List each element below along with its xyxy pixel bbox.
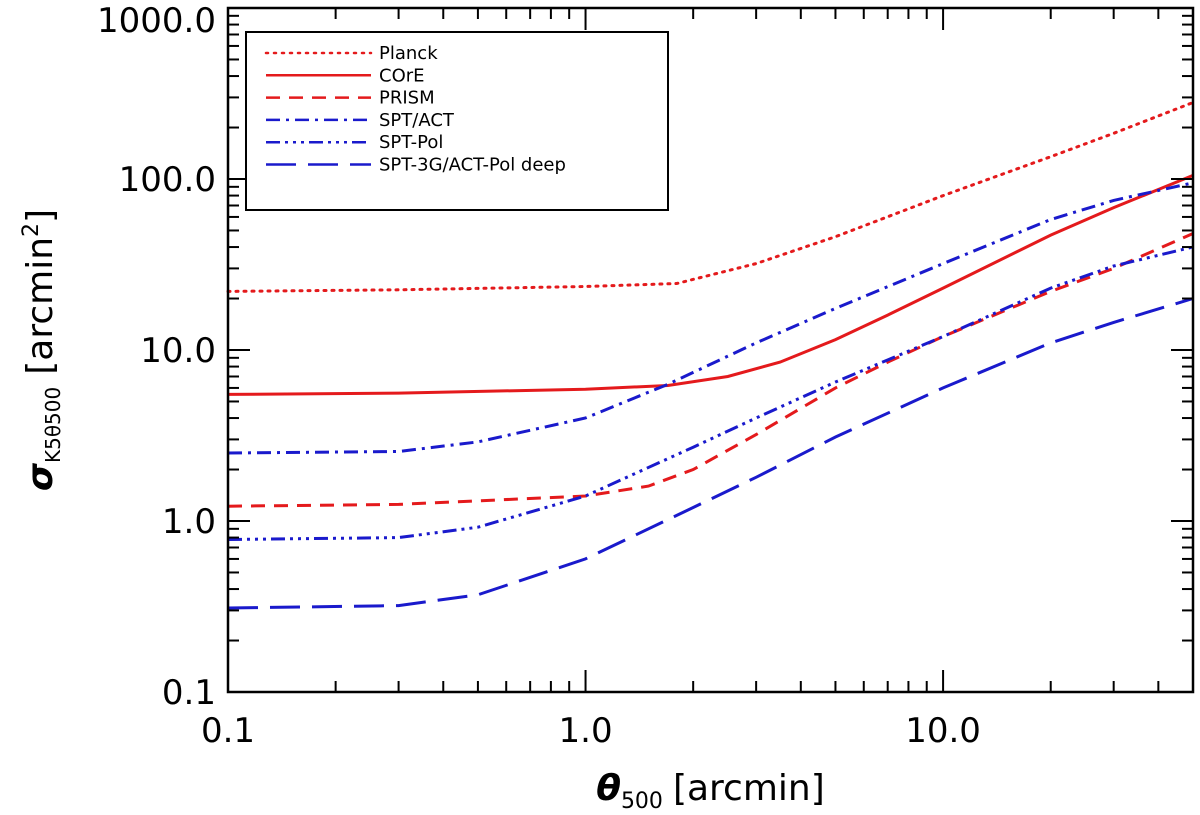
legend-box [245, 31, 669, 211]
x-axis-label: θ500 [arcmin] [596, 768, 825, 814]
legend-label-spt-pol: SPT-Pol [379, 132, 443, 153]
series-line-planck [226, 101, 1195, 293]
legend-label-spt-3g-act-pol-deep: SPT-3G/ACT-Pol deep [379, 155, 566, 176]
x-tick-label: 1.0 [559, 711, 613, 751]
series-line-core [227, 174, 1194, 396]
y-axis-unit-superscript: 2 [19, 223, 44, 237]
x-axis-unit: [arcmin] [673, 768, 825, 809]
axis-ticks [227, 7, 1194, 693]
y-axis-symbol: σ [20, 462, 61, 491]
y-tick-label: 0.1 [162, 673, 216, 713]
legend-label-planck: Planck [379, 43, 438, 64]
series-line-spt-act [227, 181, 1194, 455]
y-tick-label: 10.0 [140, 331, 216, 371]
y-axis-unit-close: ] [20, 209, 61, 223]
series-line-spt-pol [227, 245, 1194, 541]
series-line-spt-3g-act-pol-deep [227, 297, 1194, 610]
y-axis-label-group: σK5θ500 [arcmin2] [19, 209, 65, 491]
tick-labels: 0.1 1.0 10.0 0.1 1.0 10.0 100.0 1000.0 [97, 1, 981, 751]
y-axis-unit: [arcmin [20, 237, 61, 375]
y-tick-label: 1000.0 [97, 1, 216, 41]
series-line-prism [227, 232, 1194, 508]
y-tick-label: 1.0 [162, 502, 216, 542]
plot-lines [226, 101, 1195, 610]
legend: PlanckCOrEPRISMSPT/ACTSPT-PolSPT-3G/ACT-… [245, 31, 669, 211]
x-axis-symbol: θ [596, 768, 621, 809]
legend-label-core: COrE [379, 65, 425, 86]
legend-label-prism: PRISM [379, 88, 435, 109]
y-tick-label: 100.0 [119, 160, 216, 200]
x-tick-label: 0.1 [201, 711, 255, 751]
y-axis-label: σK5θ500 [arcmin2] [19, 209, 65, 491]
x-axis-subscript: 500 [621, 789, 663, 814]
x-tick-label: 10.0 [905, 711, 981, 751]
legend-label-spt-act: SPT/ACT [379, 110, 455, 131]
y-axis-subscript: K5θ500 [41, 387, 65, 463]
